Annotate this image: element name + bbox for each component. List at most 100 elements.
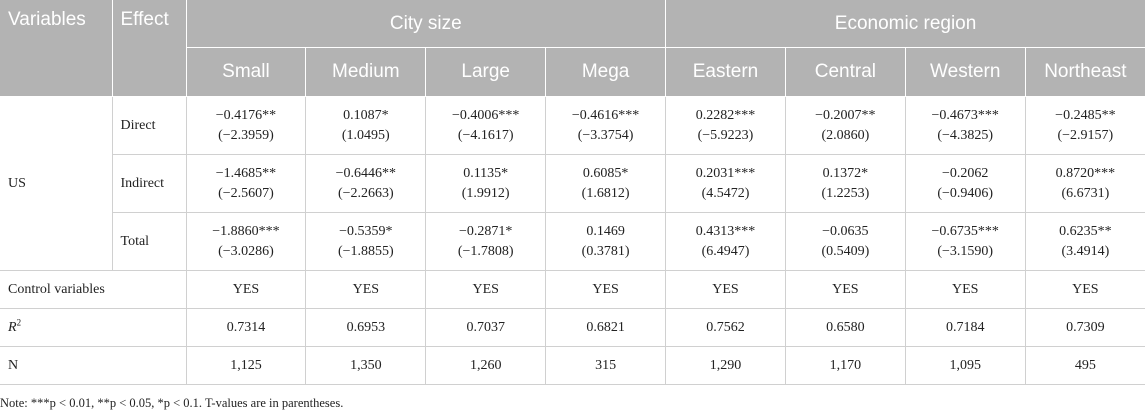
coefficient: 0.6085* xyxy=(582,165,629,181)
r-squared-cell: 0.7184 xyxy=(905,308,1026,347)
coefficient: −1.8860*** xyxy=(212,223,280,239)
estimate-cell: −1.8860*** (−3.0286) xyxy=(186,212,307,271)
coefficient: −0.4673*** xyxy=(931,107,999,123)
coefficient: 0.1469 xyxy=(586,223,625,239)
coefficient: 0.1372* xyxy=(822,165,869,181)
estimate-cell: 0.1469 (0.3781) xyxy=(545,212,667,271)
t-value: (−1.8855) xyxy=(337,243,394,259)
estimate-cell: −0.6735*** (−3.1590) xyxy=(905,212,1026,271)
control-cell: YES xyxy=(905,270,1026,309)
t-value: (6.6731) xyxy=(1061,185,1110,201)
t-value: (−3.0286) xyxy=(218,243,274,259)
table-row-r-squared: R2 0.7314 0.6953 0.7037 0.6821 0.7562 0.… xyxy=(0,308,1145,347)
coefficient: 0.2282*** xyxy=(695,107,756,123)
t-value: (−2.3959) xyxy=(218,127,274,143)
coefficient: −0.2062 xyxy=(942,165,989,181)
estimate-cell: −0.2871* (−1.7808) xyxy=(425,212,547,271)
t-value: (0.5409) xyxy=(821,243,870,259)
estimate-cell: −0.6446** (−2.2663) xyxy=(305,154,427,213)
coefficient: −1.4685** xyxy=(215,165,277,181)
t-value: (−3.1590) xyxy=(937,243,994,259)
t-value: (1.6812) xyxy=(581,185,630,201)
coefficient: −0.2485** xyxy=(1055,107,1116,123)
coefficient: −0.4176** xyxy=(215,107,277,123)
t-value: (−4.3825) xyxy=(937,127,994,143)
header-col-eastern: Eastern xyxy=(665,47,786,97)
estimate-cell: −0.2062 (−0.9406) xyxy=(905,154,1026,213)
n-cell: 1,260 xyxy=(425,346,547,385)
header-col-northeast: Northeast xyxy=(1025,47,1145,97)
control-cell: YES xyxy=(425,270,547,309)
n-cell: 495 xyxy=(1025,346,1145,385)
effect-label: Indirect xyxy=(112,154,187,213)
header-col-western: Western xyxy=(905,47,1026,97)
r-squared-cell: 0.6821 xyxy=(545,308,667,347)
t-value: (1.9912) xyxy=(461,185,510,201)
estimate-cell: −0.4673*** (−4.3825) xyxy=(905,96,1026,155)
estimate-cell: 0.2282*** (−5.9223) xyxy=(665,96,786,155)
table-row-indirect: Indirect −1.4685** (−2.5607) −0.6446** (−2… xyxy=(0,154,1145,213)
row-label-n: N xyxy=(0,346,187,385)
t-value: (−2.9157) xyxy=(1057,127,1114,143)
header-col-small: Small xyxy=(186,47,307,97)
table-body: US Direct −0.4176** (−2.3959) 0.1087* (1.0… xyxy=(0,96,1145,385)
estimate-cell: −0.2007** (2.0860) xyxy=(785,96,906,155)
t-value: (2.0860) xyxy=(821,127,870,143)
header-group-economic-region: Economic region xyxy=(665,0,1145,48)
header-group-city-size: City size xyxy=(186,0,667,48)
n-cell: 1,095 xyxy=(905,346,1026,385)
estimate-cell: −0.0635 (0.5409) xyxy=(785,212,906,271)
coefficient: 0.4313*** xyxy=(695,223,756,239)
effect-label: Total xyxy=(112,212,187,271)
table-row-total: Total −1.8860*** (−3.0286) −0.5359* (−1.88… xyxy=(0,212,1145,271)
r-squared-base: R xyxy=(8,319,17,335)
n-cell: 1,350 xyxy=(305,346,427,385)
r-squared-cell: 0.6580 xyxy=(785,308,906,347)
estimate-cell: −0.5359* (−1.8855) xyxy=(305,212,427,271)
t-value: (−0.9406) xyxy=(937,185,994,201)
control-cell: YES xyxy=(1025,270,1145,309)
control-cell: YES xyxy=(665,270,786,309)
estimate-cell: −1.4685** (−2.5607) xyxy=(186,154,307,213)
estimate-cell: 0.8720*** (6.6731) xyxy=(1025,154,1145,213)
t-value: (6.4947) xyxy=(701,243,750,259)
coefficient: 0.6235** xyxy=(1059,223,1112,239)
header-col-mega: Mega xyxy=(545,47,667,97)
r-squared-sup: 2 xyxy=(16,316,22,327)
row-label-us: US xyxy=(0,96,113,271)
control-cell: YES xyxy=(545,270,667,309)
table-note: Note: ***p < 0.01, **p < 0.05, *p < 0.1.… xyxy=(0,396,344,410)
coefficient: −0.6446** xyxy=(335,165,397,181)
coefficient: −0.4616*** xyxy=(571,107,640,123)
n-cell: 1,170 xyxy=(785,346,906,385)
t-value: (−2.5607) xyxy=(218,185,274,201)
n-cell: 315 xyxy=(545,346,667,385)
header-col-central: Central xyxy=(785,47,906,97)
regression-table: Variables Effect City size Economic regi… xyxy=(0,0,1145,385)
estimate-cell: −0.4176** (−2.3959) xyxy=(186,96,307,155)
r-squared-cell: 0.7314 xyxy=(186,308,307,347)
table-row-n: N 1,125 1,350 1,260 315 1,290 1,170 1,09… xyxy=(0,346,1145,385)
coefficient: −0.0635 xyxy=(822,223,869,239)
table-header: Variables Effect City size Economic regi… xyxy=(0,0,1145,97)
estimate-cell: 0.1372* (1.2253) xyxy=(785,154,906,213)
t-value: (−1.7808) xyxy=(457,243,514,259)
n-cell: 1,290 xyxy=(665,346,786,385)
t-value: (−5.9223) xyxy=(697,127,754,143)
n-cell: 1,125 xyxy=(186,346,307,385)
t-value: (3.4914) xyxy=(1061,243,1110,259)
header-col-large: Large xyxy=(425,47,547,97)
control-cell: YES xyxy=(186,270,307,309)
r-squared-cell: 0.7037 xyxy=(425,308,547,347)
t-value: (0.3781) xyxy=(581,243,630,259)
estimate-cell: 0.1135* (1.9912) xyxy=(425,154,547,213)
header-col-medium: Medium xyxy=(305,47,427,97)
estimate-cell: −0.4006*** (−4.1617) xyxy=(425,96,547,155)
effect-label: Direct xyxy=(112,96,187,155)
estimate-cell: 0.1087* (1.0495) xyxy=(305,96,427,155)
coefficient: −0.2871* xyxy=(458,223,513,239)
header-variables: Variables xyxy=(0,0,113,97)
t-value: (−3.3754) xyxy=(577,127,634,143)
estimate-cell: 0.4313*** (6.4947) xyxy=(665,212,786,271)
r-squared-cell: 0.7562 xyxy=(665,308,786,347)
